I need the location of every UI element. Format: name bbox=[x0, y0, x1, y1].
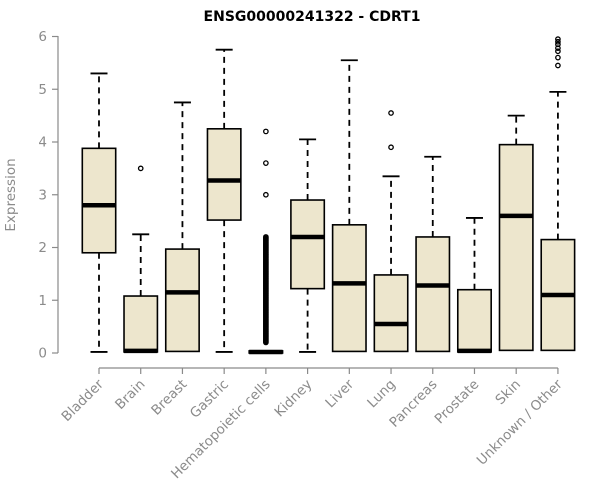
y-tick-label-6: 6 bbox=[38, 29, 47, 45]
box-liver bbox=[331, 224, 367, 353]
x-tick-label-brain: Brain bbox=[112, 377, 148, 413]
y-tick-label-4: 4 bbox=[38, 135, 47, 151]
box-gastric bbox=[206, 128, 242, 221]
outlier-point-unknown-other bbox=[555, 36, 561, 42]
x-tick-label-bladder: Bladder bbox=[59, 376, 108, 425]
box-brain bbox=[123, 295, 159, 353]
x-tick-label-skin: Skin bbox=[492, 377, 524, 409]
x-tick-label-kidney: Kidney bbox=[272, 377, 316, 421]
outlier-point-brain bbox=[137, 165, 144, 172]
x-tick-label-breast: Breast bbox=[148, 377, 190, 419]
box-breast bbox=[164, 248, 200, 353]
outlier-point-lung bbox=[388, 144, 394, 151]
y-axis-label: Expression bbox=[3, 158, 19, 231]
x-tick-label-liver: Liver bbox=[322, 376, 357, 411]
outlier-point-unknown-other bbox=[555, 41, 561, 48]
outlier-point-unknown-other bbox=[555, 38, 561, 45]
box-prostate bbox=[456, 288, 492, 353]
box-kidney bbox=[290, 199, 326, 290]
box-skin bbox=[498, 143, 534, 352]
y-tick-label-0: 0 bbox=[38, 346, 47, 362]
box-pancreas bbox=[415, 236, 451, 353]
box-bladder bbox=[81, 147, 117, 254]
y-tick-label-5: 5 bbox=[38, 82, 47, 98]
y-tick-label-2: 2 bbox=[38, 240, 47, 256]
outlier-point-hematopoietic-cells bbox=[263, 128, 269, 135]
outlier-point-unknown-other bbox=[555, 45, 561, 51]
box-lung bbox=[373, 274, 409, 353]
outlier-point-unknown-other bbox=[555, 48, 561, 55]
x-tick-label-lung: Lung bbox=[364, 377, 399, 412]
outlier-point-unknown-other bbox=[555, 62, 561, 69]
outlier-point-unknown-other bbox=[555, 54, 561, 61]
x-tick-label-prostate: Prostate bbox=[432, 377, 483, 428]
y-tick-label-1: 1 bbox=[38, 293, 47, 309]
y-tick-label-3: 3 bbox=[38, 187, 47, 203]
outlier-point-hematopoietic-cells bbox=[263, 191, 269, 198]
outlier-point-hematopoietic-cells bbox=[263, 234, 269, 240]
chart-title: ENSG00000241322 - CDRT1 bbox=[204, 9, 421, 25]
outlier-point-lung bbox=[388, 110, 394, 116]
outlier-point-hematopoietic-cells bbox=[263, 160, 269, 166]
